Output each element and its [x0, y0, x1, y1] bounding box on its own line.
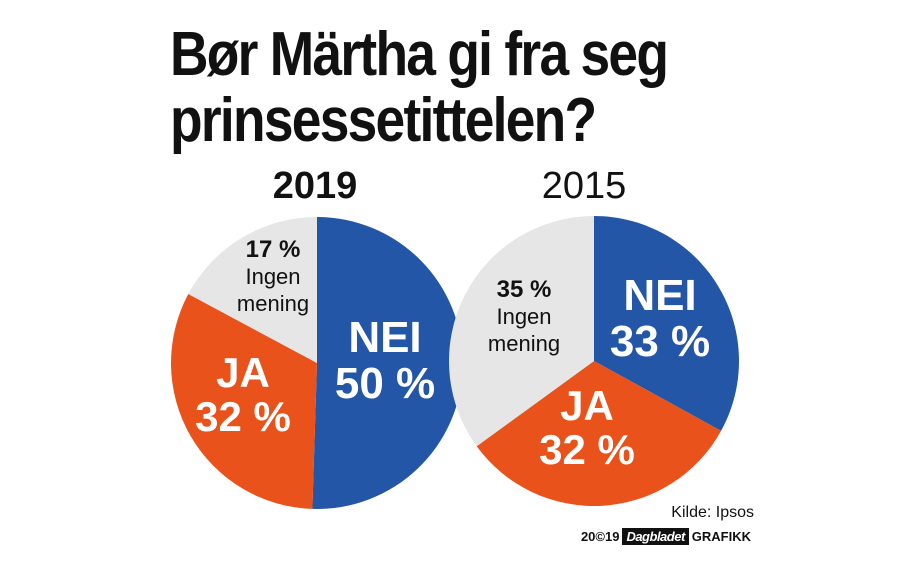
slice-label-ingen: Ingen — [245, 264, 300, 289]
pie-slice-ja — [171, 294, 317, 509]
slice-label-ja: JA — [560, 382, 614, 429]
source-note: Kilde: Ipsos — [671, 504, 754, 521]
pie-year-title: 2019 — [273, 165, 358, 207]
brand-logo: Dagbladet — [622, 528, 689, 545]
title-line-1: Bør Märtha gi fra seg — [170, 20, 669, 89]
slice-value-nei: 33 % — [610, 317, 710, 366]
pie-slice-ja — [476, 361, 722, 506]
slice-value-nei: 50 % — [335, 359, 435, 408]
pie-slice-ingen — [188, 217, 317, 363]
credit-suffix: GRAFIKK — [691, 529, 751, 544]
pie-slice-ingen — [448, 216, 594, 447]
title-line-2: prinsessetittelen? — [170, 86, 597, 155]
pie-year-title: 2015 — [542, 165, 627, 207]
slice-label-ingen: mening — [488, 331, 560, 356]
slice-value-ingen: 35 % — [497, 276, 552, 303]
slice-value-ja: 32 % — [195, 393, 291, 440]
pie-slice-nei — [312, 217, 463, 509]
slice-label-ja: JA — [216, 349, 270, 396]
slice-label-ingen: Ingen — [496, 304, 551, 329]
credit-year: 20©19 — [580, 529, 620, 544]
pie-slice-nei — [594, 216, 739, 431]
chart-title: Bør Märtha gi fra seg prinsessetittelen? — [170, 22, 772, 154]
slice-value-ingen: 17 % — [246, 236, 301, 263]
slice-label-nei: NEI — [348, 313, 421, 362]
graphic-credit: 20©19 Dagbladet GRAFIKK — [581, 528, 751, 545]
slice-value-ja: 32 % — [539, 426, 635, 473]
slice-label-ingen: mening — [237, 291, 309, 316]
slice-label-nei: NEI — [623, 271, 696, 320]
